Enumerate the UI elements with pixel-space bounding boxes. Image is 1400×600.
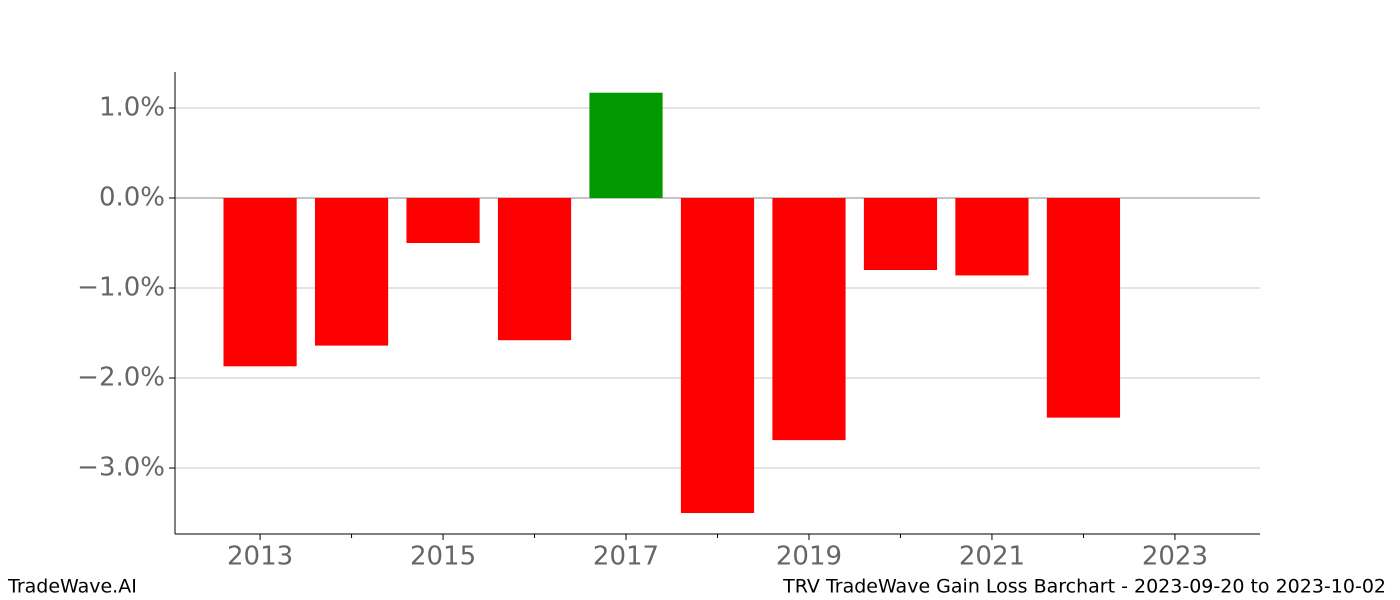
y-tick-label: −1.0%	[77, 273, 165, 303]
bar	[589, 92, 663, 199]
x-tick-label: 2013	[227, 542, 293, 572]
bar	[497, 198, 572, 341]
bar	[223, 198, 297, 367]
footer: TRV TradeWave Gain Loss Barchart - 2023-…	[782, 576, 1386, 598]
y-tick-label: 0.0%	[99, 183, 165, 213]
bar	[863, 198, 938, 271]
y-tick-label: 1.0%	[99, 93, 165, 123]
watermark: TradeWave.AI	[7, 576, 137, 598]
bar	[772, 198, 846, 441]
x-tick-label: 2017	[593, 542, 659, 572]
x-tick-label: 2015	[410, 542, 476, 572]
bar	[406, 198, 480, 244]
bar	[314, 198, 389, 346]
x-tick-label: 2021	[959, 542, 1025, 572]
bar	[955, 198, 1029, 276]
bar	[1046, 198, 1121, 418]
y-tick-label: −2.0%	[77, 363, 165, 393]
x-tick-label: 2019	[776, 542, 842, 572]
y-tick-label: −3.0%	[77, 453, 165, 483]
x-tick-label: 2023	[1142, 542, 1208, 572]
bar	[680, 198, 755, 514]
